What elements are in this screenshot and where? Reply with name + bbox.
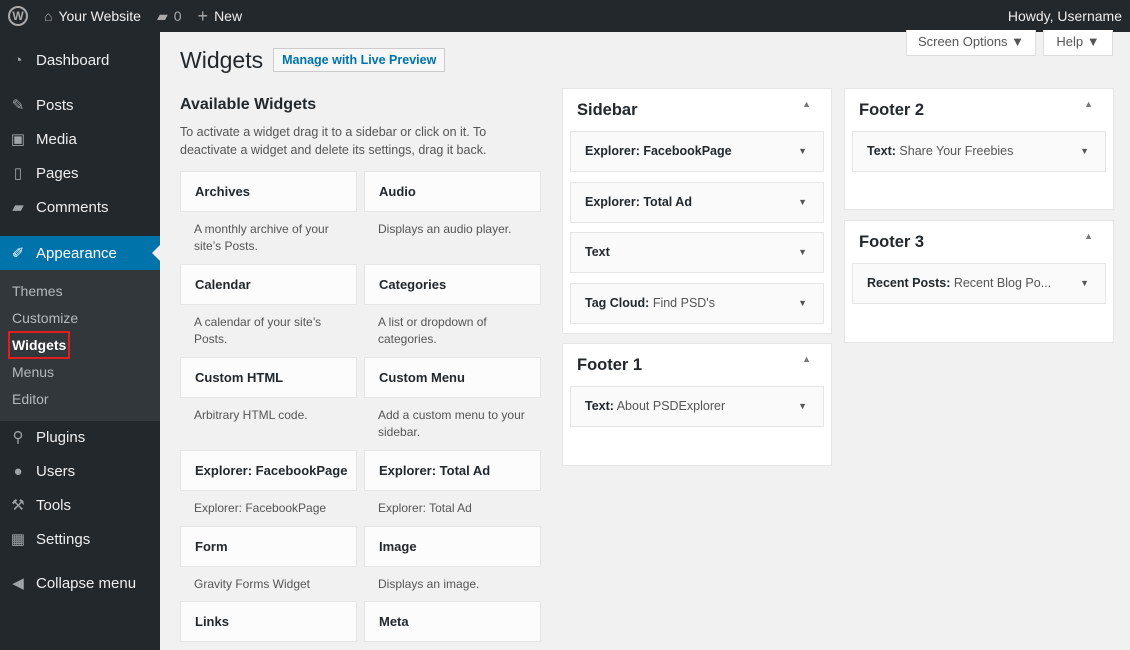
widget-area-footer-3: Footer 3 ▲ Recent Posts: Recent Blog Po..… [844,220,1114,343]
expand-arrow-icon[interactable]: ▼ [1080,146,1089,156]
area-widget[interactable]: Explorer: Total Ad ▼ [570,181,824,223]
area-widget[interactable]: Recent Posts: Recent Blog Po... ▼ [852,263,1106,304]
widget-description: Displays an audio player. [378,222,512,236]
available-widget[interactable]: Custom HTML [180,357,357,398]
pin-icon: ✎ [11,97,25,114]
area-widget[interactable]: Text ▼ [570,232,824,273]
submenu-item-themes[interactable]: Themes [12,283,63,299]
available-widget[interactable]: Audio [364,171,541,212]
expand-arrow-icon[interactable]: ▼ [798,146,807,156]
available-widget[interactable]: Image [364,526,541,567]
widget-area-footer-1: Footer 1 ▲ Text: About PSDExplorer ▼ [562,343,832,466]
comment-icon: ▰ [12,199,24,216]
page-title: Widgets [180,47,264,73]
menu-item-plugins[interactable]: ⚲ Plugins [0,420,160,454]
media-icon: ▣ [10,131,26,148]
widget-description: A calendar of your site’s Posts. [194,315,322,346]
collapse-arrow-icon[interactable]: ▲ [802,354,811,364]
screen-options-button[interactable]: Screen Options ▼ [906,30,1036,56]
available-widget[interactable]: Archives [180,171,357,212]
collapse-arrow-icon[interactable]: ▲ [802,99,811,109]
menu-item-tools[interactable]: ⚒ Tools [0,488,160,522]
pages-icon: ▯ [13,165,23,182]
available-widget[interactable]: Categories [364,264,541,305]
collapse-icon: ◀ [12,575,24,592]
expand-arrow-icon[interactable]: ▼ [798,196,807,207]
widget-area-footer-2: Footer 2 ▲ Text: Share Your Freebies ▼ [844,88,1114,210]
menu-item-collapse-menu[interactable]: ◀ Collapse menu [0,566,160,600]
wrench-icon: ⚒ [11,497,25,514]
site-link[interactable]: ⌂ Your Website [44,8,141,24]
plus-icon: + [197,5,209,26]
expand-arrow-icon[interactable]: ▼ [1080,278,1089,288]
widget-description: Explorer: Total Ad [378,501,472,515]
expand-arrow-icon[interactable]: ▼ [798,401,807,411]
widget-description: Explorer: FacebookPage [194,501,327,515]
submenu-item-menus[interactable]: Menus [12,364,55,380]
widget-area-title: Footer 3 [859,233,925,251]
available-widget[interactable]: Meta [364,601,541,642]
live-preview-button[interactable]: Manage with Live Preview [273,48,446,72]
expand-arrow-icon[interactable]: ▼ [798,247,807,257]
available-widget[interactable]: Form [180,526,357,567]
widget-area-title: Footer 2 [859,101,925,119]
plugin-icon: ⚲ [12,429,24,446]
home-icon: ⌂ [44,8,53,24]
available-widget[interactable]: Links [180,601,357,642]
menu-item-settings[interactable]: ▦ Settings [0,522,160,556]
menu-item-appearance[interactable]: ✐ Appearance [0,236,160,270]
available-widgets-description: To activate a widget drag it to a sideba… [180,125,487,157]
submenu-item-widgets[interactable]: Widgets [7,331,71,359]
widget-area-title: Footer 1 [577,356,643,374]
widget-description: Arbitrary HTML code. [194,408,308,422]
available-widget[interactable]: Custom Menu [364,357,541,398]
widget-description: Add a custom menu to your sidebar. [378,408,525,439]
widget-description: Gravity Forms Widget [194,577,311,591]
available-widget[interactable]: Explorer: FacebookPage [180,450,357,491]
appearance-submenu [0,270,160,421]
comments-link[interactable]: ▰ 0 [156,7,182,25]
expand-arrow-icon[interactable]: ▼ [798,297,807,308]
area-widget[interactable]: Text: Share Your Freebies ▼ [852,131,1106,172]
new-link[interactable]: + New [197,5,243,26]
dashboard-icon: ◔ [13,51,23,69]
widget-description: A monthly archive of your site’s Posts. [194,222,329,253]
comment-icon: ▰ [156,7,168,24]
wordpress-logo-icon[interactable]: W [8,0,28,32]
menu-item-users[interactable]: ● Users [0,454,160,488]
settings-icon: ▦ [10,531,26,548]
title-row: Widgets Manage with Live Preview [180,46,446,74]
available-widget[interactable]: Explorer: Total Ad [364,450,541,491]
widget-description: A list or dropdown of categories. [378,315,487,346]
menu-item-dashboard[interactable]: ◔ Dashboard [0,43,160,77]
menu-item-pages[interactable]: ▯ Pages [0,156,160,190]
area-widget[interactable]: Explorer: FacebookPage ▼ [570,131,824,172]
menu-item-comments[interactable]: ▰ Comments [0,190,160,224]
help-button[interactable]: Help ▼ [1043,30,1113,56]
collapse-arrow-icon[interactable]: ▲ [1084,99,1093,109]
submenu-item-customize[interactable]: Customize [12,310,79,326]
user-icon: ● [13,462,23,480]
available-widgets-heading: Available Widgets [180,96,317,113]
widget-area-title: Sidebar [577,101,638,119]
account-link[interactable]: Howdy, Username [1007,8,1122,24]
menu-item-media[interactable]: ▣ Media [0,122,160,156]
widget-area-sidebar: Sidebar ▲ Explorer: FacebookPage ▼ Explorer… [562,88,832,334]
available-widget[interactable]: Calendar [180,264,357,305]
submenu-item-editor[interactable]: Editor [12,391,49,407]
brush-icon: ✐ [11,245,25,262]
collapse-arrow-icon[interactable]: ▲ [1084,231,1093,241]
area-widget[interactable]: Text: About PSDExplorer ▼ [570,386,824,427]
widget-description: Displays an image. [378,577,480,591]
menu-item-posts[interactable]: ✎ Posts [0,88,160,122]
admin-bar: W ⌂ Your Website ▰ 0 + New Howdy, Username [0,0,1130,32]
area-widget[interactable]: Tag Cloud: Find PSD's ▼ [570,282,824,324]
